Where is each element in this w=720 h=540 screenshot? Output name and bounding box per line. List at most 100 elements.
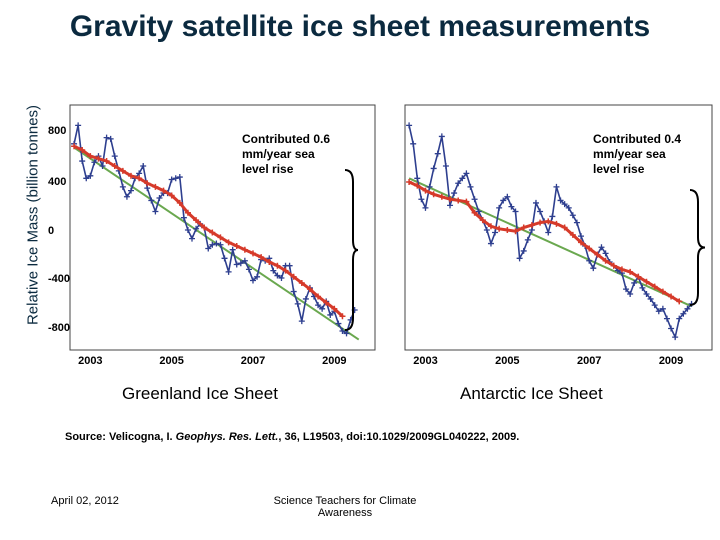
greenland-monthly-point [290,288,297,295]
antarctic-monthly-point [434,150,441,157]
greenland-smoothed-point [315,293,322,300]
antarctic-monthly-point [647,295,654,302]
antarctic-monthly-point [418,196,425,203]
greenland-smoothed-point [323,299,330,306]
greenland-x-tick-label: 2005 [159,355,183,367]
antarctic-monthly-point [537,208,544,215]
antarctic-monthly-point [631,279,638,286]
greenland-smoothed-point [119,167,126,174]
antarctic-smoothed-point [447,196,454,203]
greenland-monthly-point [327,311,334,318]
antarctic-monthly-point [676,315,683,322]
greenland-monthly-point [250,277,256,284]
antarctic-smoothed-point [586,245,593,252]
greenland-monthly-point [209,241,216,248]
antarctic-monthly-point [520,247,527,254]
greenland-smoothed-point [250,250,256,257]
greenland-y-tick-label: 800 [48,125,66,137]
antarctic-monthly-line [408,125,693,340]
antarctic-monthly-point [639,284,646,291]
antarctic-monthly-point [553,183,560,190]
greenland-monthly-point [213,240,220,247]
greenland-smoothed-point [152,183,159,190]
source-citation: Source: Velicogna, I. Geophys. Res. Lett… [65,431,519,443]
antarctic-monthly-point [438,133,445,140]
antarctic-monthly-point [590,265,597,272]
greenland-monthly-point [229,246,236,253]
footer-org: Science Teachers for Climate Awareness [273,495,417,519]
antarctic-monthly-point [475,208,482,215]
antarctic-monthly-point [651,302,658,309]
greenland-caption: Greenland Ice Sheet [122,384,278,403]
antarctic-smoothed-point [512,228,519,235]
greenland-monthly-point [193,225,200,232]
greenland-monthly-point [152,208,159,215]
antarctic-monthly-point [496,204,503,211]
footer-date: April 02, 2012 [51,495,119,507]
greenland-monthly-point [79,158,86,165]
antarctic-smoothed-point [487,223,494,230]
antarctic-monthly-point [463,170,470,177]
antarctic-smoothed-point [602,257,609,264]
greenland-monthly-point [217,241,224,248]
antarctic-smoothed-point [618,266,625,273]
antarctic-smoothed-point [479,217,486,224]
antarctic-monthly-point [684,305,691,312]
antarctic-monthly-point [557,197,564,204]
greenland-smoothed-point [339,313,346,320]
antarctic-smoothed-point [422,187,429,194]
greenland-smoothed-point [87,153,94,160]
greenland-monthly-point [205,245,212,252]
greenland-monthly-point [343,330,350,337]
greenland-smoothed-point [298,279,305,286]
antarctic-smoothed-point [455,197,462,204]
antarctic-smoothed-point [463,198,470,205]
greenland-monthly-point [111,153,118,160]
greenland-monthly-point [75,122,82,129]
antarctic-annotation-line: level rise [593,162,645,176]
greenland-smoothed-point [290,273,297,280]
antarctic-brace [689,189,706,306]
greenland-smoothed-point [136,175,143,182]
antarctic-monthly-point [659,305,666,312]
greenland-monthly-point [245,266,252,273]
antarctic-monthly-point [455,180,462,187]
greenland-monthly-point [172,175,179,182]
antarctic-smoothed-point [627,268,634,275]
antarctic-monthly-point [663,315,670,322]
antarctic-monthly-point [524,236,531,243]
antarctic-monthly-point [602,250,609,257]
greenland-monthly-point [254,273,261,280]
greenland-monthly-point [298,318,305,325]
greenland-y-tick-label: 400 [48,176,66,188]
antarctic-monthly-point [487,240,494,247]
antarctic-smoothed-point [528,222,535,229]
greenland-smoothed-point [201,224,208,231]
antarctic-smoothed-point [504,227,511,233]
greenland-monthly-point [278,275,285,282]
antarctic-smoothed-point [594,251,601,258]
greenland-smoothed-point [176,199,183,206]
antarctic-x-tick-label: 2007 [577,355,601,367]
greenland-monthly-point [103,134,110,141]
antarctic-monthly-point [578,233,585,240]
antarctic-monthly-point [422,204,429,211]
greenland-brace [344,169,359,331]
greenland-smoothed-point [209,229,216,236]
greenland-smoothed-point [111,162,118,169]
antarctic-monthly-point [655,308,662,315]
antarctic-smoothed-point [668,293,675,300]
antarctic-monthly-point [668,325,675,332]
antarctic-smoothed-point [561,224,568,231]
antarctic-monthly-point [565,204,572,211]
greenland-smoothed-point [160,187,167,194]
greenland-monthly-point [184,227,191,233]
antarctic-trend-line [408,177,692,308]
greenland-monthly-point [286,262,293,269]
greenland-monthly-point [107,135,114,142]
greenland-monthly-point [91,159,98,166]
greenland-monthly-point [148,197,155,204]
greenland-monthly-point [233,261,240,268]
antarctic-monthly-point [442,162,449,169]
greenland-smoothed-point [258,254,265,261]
